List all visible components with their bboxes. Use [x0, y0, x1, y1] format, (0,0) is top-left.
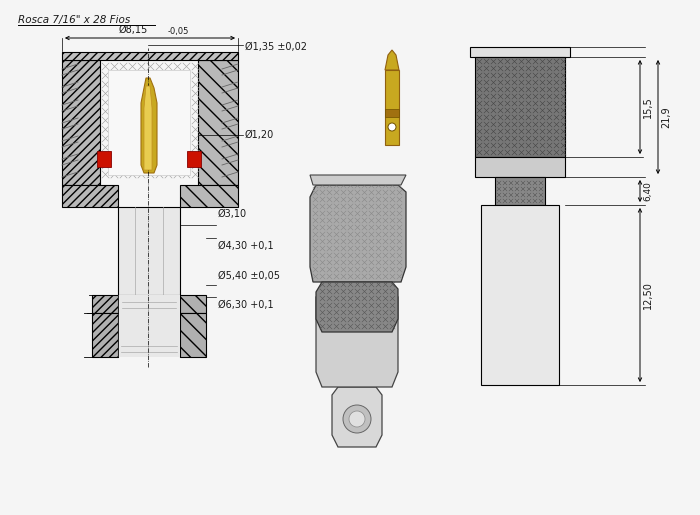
Text: Ø8,15: Ø8,15	[118, 25, 148, 35]
Polygon shape	[180, 313, 206, 357]
Bar	[385, 109, 399, 117]
Text: Ø1,35 ±0,02: Ø1,35 ±0,02	[245, 42, 307, 52]
Text: Ø1,20: Ø1,20	[245, 130, 274, 140]
Bar	[495, 177, 545, 205]
Bar	[118, 295, 180, 313]
Bar	[118, 313, 180, 357]
Text: Ø3,10: Ø3,10	[218, 209, 247, 219]
Bar	[481, 205, 559, 385]
Text: 12,50: 12,50	[643, 281, 653, 309]
Polygon shape	[141, 78, 157, 173]
Circle shape	[388, 123, 396, 131]
Circle shape	[343, 405, 371, 433]
Bar	[475, 157, 565, 177]
Polygon shape	[310, 175, 406, 185]
Text: Rosca 7/16" x 28 Fios: Rosca 7/16" x 28 Fios	[18, 15, 130, 25]
Polygon shape	[180, 185, 238, 207]
Text: Ø4,30 +0,1: Ø4,30 +0,1	[218, 241, 274, 251]
Text: Ø6,30 +0,1: Ø6,30 +0,1	[218, 300, 274, 310]
Circle shape	[349, 411, 365, 427]
Polygon shape	[92, 313, 118, 357]
Polygon shape	[310, 185, 406, 282]
Polygon shape	[62, 60, 100, 185]
Text: 6,40: 6,40	[643, 181, 652, 201]
Polygon shape	[316, 282, 398, 332]
Polygon shape	[385, 50, 399, 70]
Bar	[187, 151, 201, 167]
Polygon shape	[198, 60, 238, 185]
Polygon shape	[92, 295, 118, 313]
Bar	[118, 207, 180, 295]
Polygon shape	[62, 185, 118, 207]
Text: -0,05: -0,05	[168, 27, 190, 36]
Text: Ø5,40 ±0,05: Ø5,40 ±0,05	[218, 271, 280, 281]
Polygon shape	[332, 387, 382, 447]
Text: 21,9: 21,9	[661, 106, 671, 128]
Bar	[385, 70, 399, 145]
Bar	[475, 57, 565, 157]
Polygon shape	[180, 295, 206, 313]
Polygon shape	[144, 86, 152, 170]
Bar	[97, 151, 111, 167]
Polygon shape	[62, 52, 238, 60]
Polygon shape	[316, 289, 398, 387]
Text: 15,5: 15,5	[643, 96, 653, 118]
Bar	[108, 70, 190, 175]
Bar	[470, 47, 570, 57]
